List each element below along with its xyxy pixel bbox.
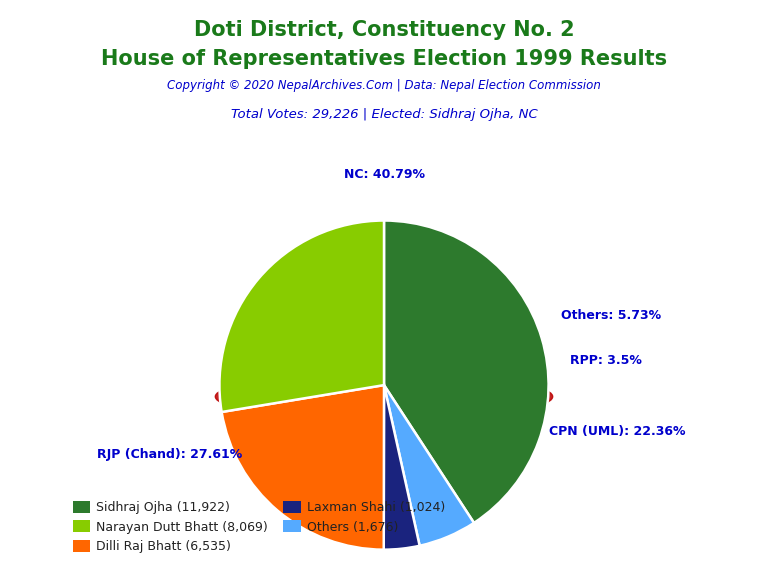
Wedge shape	[222, 385, 384, 550]
Text: Others: 5.73%: Others: 5.73%	[561, 309, 661, 323]
Ellipse shape	[215, 374, 553, 420]
Text: Doti District, Constituency No. 2: Doti District, Constituency No. 2	[194, 20, 574, 40]
Legend: Sidhraj Ojha (11,922), Narayan Dutt Bhatt (8,069), Dilli Raj Bhatt (6,535), Laxm: Sidhraj Ojha (11,922), Narayan Dutt Bhat…	[68, 496, 450, 558]
Text: Total Votes: 29,226 | Elected: Sidhraj Ojha, NC: Total Votes: 29,226 | Elected: Sidhraj O…	[230, 108, 538, 122]
Wedge shape	[384, 385, 419, 550]
Wedge shape	[220, 221, 384, 412]
Text: CPN (UML): 22.36%: CPN (UML): 22.36%	[549, 425, 686, 438]
Wedge shape	[384, 385, 474, 546]
Text: Copyright © 2020 NepalArchives.Com | Data: Nepal Election Commission: Copyright © 2020 NepalArchives.Com | Dat…	[167, 79, 601, 93]
Text: House of Representatives Election 1999 Results: House of Representatives Election 1999 R…	[101, 49, 667, 69]
Text: NC: 40.79%: NC: 40.79%	[343, 168, 425, 181]
Text: RPP: 3.5%: RPP: 3.5%	[570, 354, 642, 367]
Wedge shape	[384, 221, 548, 523]
Text: RJP (Chand): 27.61%: RJP (Chand): 27.61%	[98, 448, 243, 461]
